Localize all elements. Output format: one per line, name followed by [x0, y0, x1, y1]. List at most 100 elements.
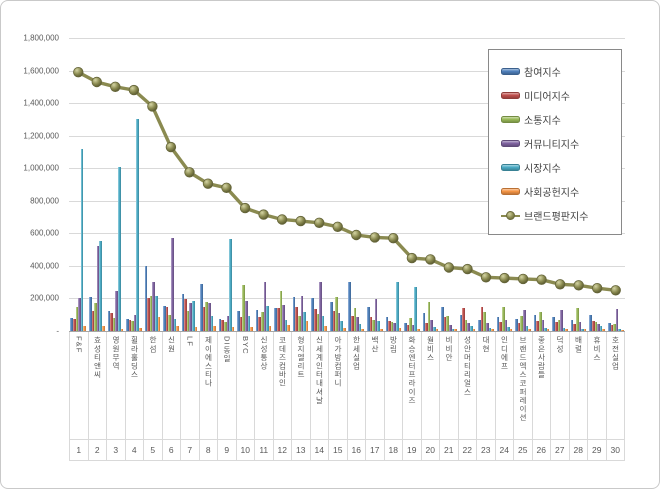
y-tick-label: 200,000	[30, 293, 59, 303]
legend-label: 사회공헌지수	[524, 187, 580, 199]
bar-shine	[276, 308, 280, 331]
bar-shine	[560, 309, 563, 331]
legend-label: 커뮤니티지수	[524, 139, 580, 151]
bar-shine	[335, 296, 338, 331]
x-category-label: 화승엔터프라이즈	[403, 332, 421, 440]
x-category-label: 형지엘리트	[292, 332, 310, 440]
bar-커뮤니티지수-15	[337, 313, 341, 331]
bar-shine	[425, 322, 428, 331]
bar-시장지수-27	[562, 327, 566, 331]
x-rank-number: 22	[458, 440, 476, 461]
bar-shine	[279, 291, 283, 331]
bar-미디어지수-5	[147, 297, 150, 331]
bar-shine	[441, 306, 444, 331]
bar-사회공헌지수-13	[305, 321, 309, 331]
bar-shine	[520, 316, 524, 331]
bar-shine	[480, 307, 484, 331]
bar-커뮤니티지수-16	[356, 317, 359, 331]
bar-사회공헌지수-23	[491, 329, 494, 331]
bar-커뮤니티지수-8	[208, 303, 211, 331]
legend-line-marker-icon	[501, 210, 520, 220]
x-category-label: 휴비스	[588, 332, 606, 440]
bar-미디어지수-10	[239, 317, 243, 331]
bar-shine	[620, 329, 624, 331]
x-category-text: 대현	[481, 336, 491, 354]
bar-미디어지수-24	[499, 322, 502, 331]
bar-커뮤니티지수-6	[170, 238, 174, 331]
bar-shine	[610, 324, 614, 331]
bar-shine	[274, 308, 277, 331]
bar-시장지수-28	[581, 328, 584, 331]
x-category-label: 브랜드엑스코퍼레이션	[514, 332, 532, 440]
bar-소통지수-2	[94, 302, 97, 331]
bar-shine	[107, 311, 111, 331]
bar-소통지수-29	[594, 322, 598, 331]
bar-미디어지수-12	[276, 308, 280, 331]
x-category-column: 한세실업 16	[347, 332, 366, 461]
line-marker-10	[239, 202, 251, 214]
bar-shine	[422, 313, 426, 331]
x-category-label: 효성티앤씨	[88, 332, 106, 440]
bar-소통지수-12	[279, 291, 283, 331]
bar-사회공헌지수-12	[287, 325, 290, 331]
x-category-column: 아가방컴퍼니 15	[329, 332, 348, 461]
bar-shine	[342, 327, 346, 331]
x-category-label: 월비스	[421, 332, 439, 440]
bar-shine	[94, 302, 97, 331]
x-category-text: 신원	[167, 336, 177, 354]
x-rank-number: 23	[477, 440, 495, 461]
bar-shine	[213, 326, 216, 331]
bar-shine	[192, 300, 195, 331]
bar-shine	[155, 296, 158, 331]
bar-참여지수-18	[385, 317, 389, 331]
bar-커뮤니티지수-22	[467, 322, 471, 331]
x-category-label: 영원무역	[107, 332, 125, 440]
bar-소통지수-6	[168, 314, 171, 331]
line-marker-12	[276, 214, 288, 225]
bar-미디어지수-13	[295, 306, 299, 331]
bar-shine	[263, 282, 267, 331]
bar-shine	[110, 313, 113, 331]
bar-shine	[115, 291, 118, 331]
bar-shine	[528, 329, 531, 331]
x-axis-line	[69, 331, 625, 332]
y-tick-label: 800,000	[30, 196, 59, 206]
bar-참여지수-21	[441, 306, 444, 331]
line-marker-3	[110, 81, 121, 93]
bar-소통지수-7	[186, 311, 190, 331]
bar-참여지수-26	[533, 314, 537, 331]
bar-소통지수-14	[316, 313, 320, 331]
x-category-column: DI동일 9	[218, 332, 237, 461]
bar-미디어지수-20	[425, 322, 428, 331]
bar-shine	[226, 316, 230, 331]
bar-shine	[202, 307, 206, 331]
bar-커뮤니티지수-11	[263, 282, 267, 331]
bar-참여지수-27	[552, 317, 555, 331]
bar-shine	[221, 320, 224, 331]
bar-사회공헌지수-10	[250, 326, 253, 331]
x-rank-number: 29	[588, 440, 606, 461]
bar-미디어지수-23	[480, 307, 484, 331]
bar-shine	[409, 317, 412, 331]
bar-shine	[358, 323, 362, 331]
bar-shine	[75, 306, 79, 331]
x-category-text: 화승엔터프라이즈	[407, 336, 417, 405]
bar-shine	[329, 301, 333, 331]
line-marker-14	[313, 217, 325, 229]
x-rank-number: 20	[421, 440, 439, 461]
x-category-column: 신원 6	[162, 332, 181, 461]
bar-시장지수-29	[599, 326, 603, 331]
bar-shine	[404, 322, 407, 331]
reputation-line	[73, 67, 621, 296]
x-category-text: 휠라홀딩스	[130, 336, 140, 379]
bar-사회공헌지수-20	[435, 329, 439, 331]
bar-shine	[149, 296, 153, 331]
bar-shine	[126, 318, 129, 331]
line-marker-6	[165, 141, 177, 153]
line-marker-5	[147, 101, 158, 112]
line-marker-20	[425, 254, 436, 265]
bar-shine	[194, 326, 198, 331]
bar-커뮤니티지수-1	[78, 298, 81, 331]
bar-shine	[340, 321, 343, 331]
bar-커뮤니티지수-9	[226, 316, 230, 331]
